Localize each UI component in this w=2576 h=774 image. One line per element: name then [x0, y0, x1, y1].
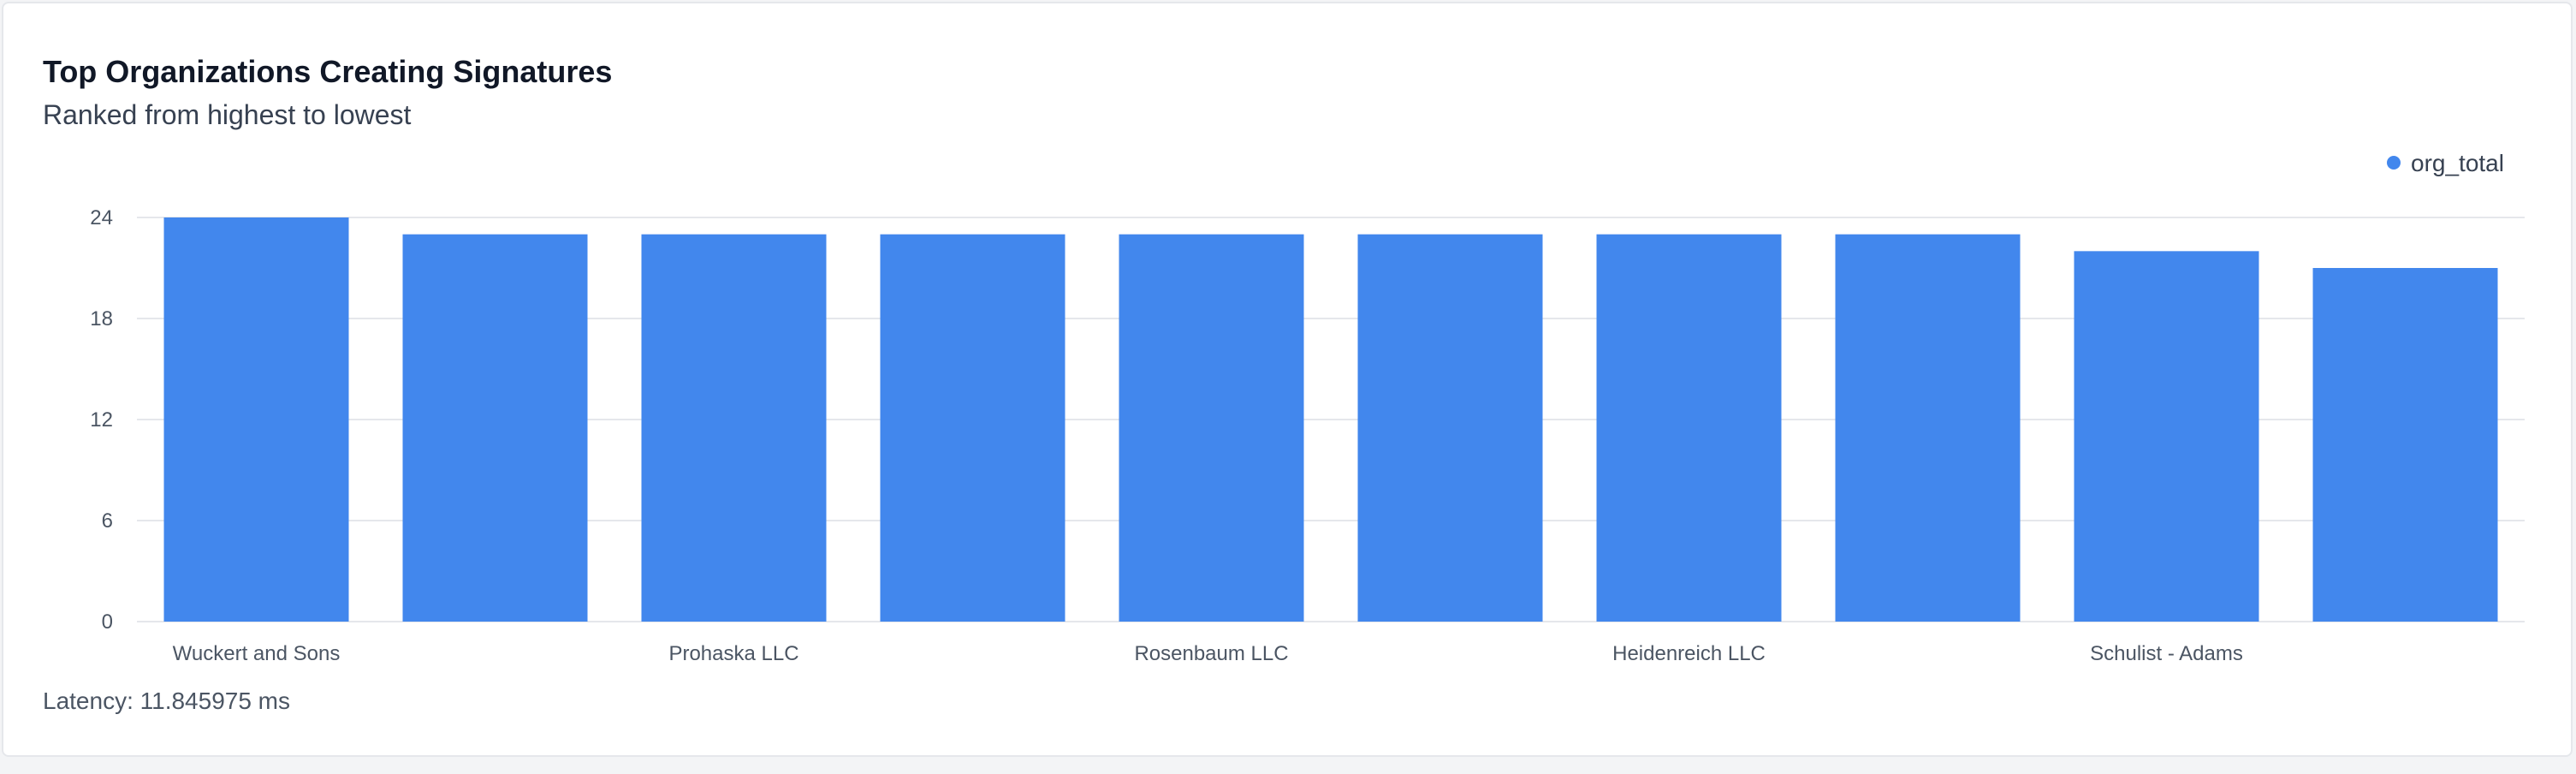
y-tick-label: 0	[102, 610, 113, 634]
latency-text: Latency: 11.845975 ms	[43, 688, 291, 714]
y-tick-label: 12	[90, 408, 113, 432]
y-tick-label: 24	[90, 206, 113, 229]
bar	[2074, 251, 2259, 622]
bar	[1835, 234, 2021, 622]
chart-title: Top Organizations Creating Signatures	[43, 54, 613, 89]
x-tick-label: Wuckert and Sons	[173, 642, 341, 665]
legend-label: org_total	[2411, 150, 2504, 176]
x-tick-label: Heidenreich LLC	[1612, 642, 1766, 665]
y-tick-label: 6	[102, 509, 113, 533]
bar	[1119, 234, 1304, 622]
bar	[1357, 234, 1543, 622]
legend-marker	[2387, 156, 2401, 170]
x-tick-label: Rosenbaum LLC	[1134, 642, 1288, 665]
bar	[163, 217, 349, 622]
y-tick-label: 18	[90, 307, 113, 330]
chart-subtitle: Ranked from highest to lowest	[43, 99, 412, 130]
bar	[641, 234, 827, 622]
bar	[402, 234, 588, 622]
x-tick-label: Schulist - Adams	[2090, 642, 2243, 665]
x-tick-label: Prohaska LLC	[668, 642, 798, 665]
bar	[1596, 234, 1782, 622]
bar	[880, 234, 1065, 622]
bar	[2312, 268, 2498, 622]
